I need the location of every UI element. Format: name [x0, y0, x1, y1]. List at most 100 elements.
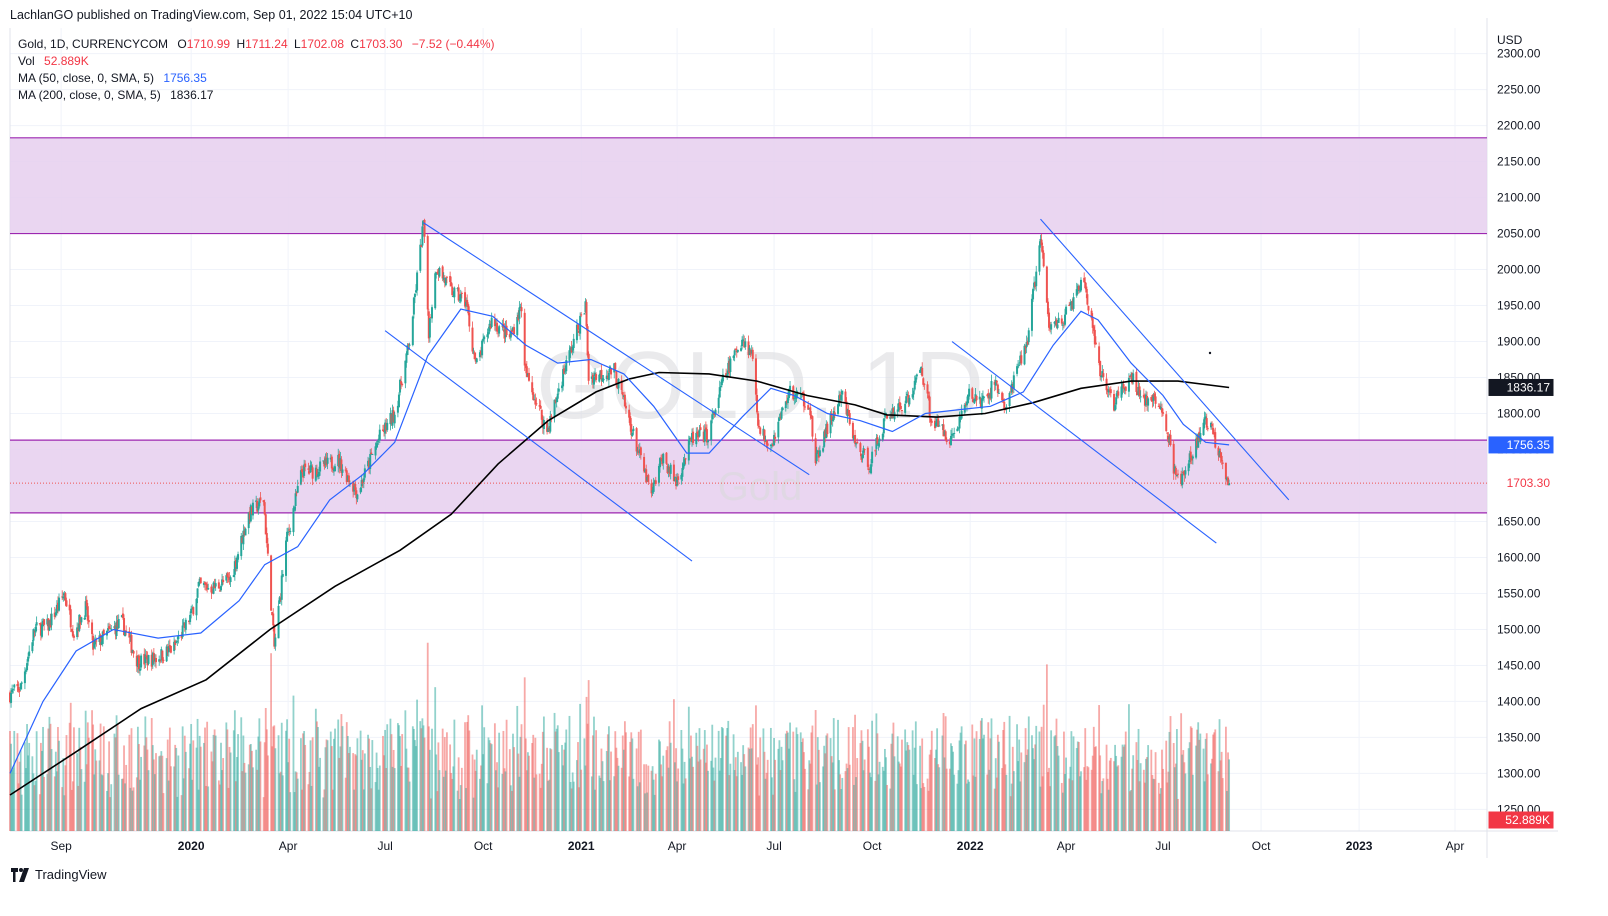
- volume-bar: [554, 731, 557, 831]
- candle-body: [39, 623, 42, 636]
- volume-bar: [921, 738, 924, 831]
- candle-body: [675, 478, 678, 486]
- volume-bar: [1205, 733, 1208, 831]
- candle-body: [748, 347, 751, 355]
- footer-brand[interactable]: TradingView: [10, 867, 107, 882]
- candle-body: [823, 431, 826, 447]
- volume-bar: [534, 737, 537, 831]
- volume-bar: [906, 742, 909, 831]
- candle-body: [1091, 318, 1094, 328]
- ma200-label[interactable]: MA (200, close, 0, SMA, 5): [18, 88, 161, 102]
- volume-bar: [42, 726, 44, 831]
- candle-body: [713, 411, 716, 415]
- volume-bar: [331, 789, 334, 831]
- candle-body: [508, 334, 511, 338]
- volume-bar: [764, 778, 767, 831]
- price-tick-label: 2100.00: [1497, 191, 1541, 205]
- volume-bar: [814, 710, 817, 831]
- volume-bar: [356, 738, 359, 831]
- volume-bar: [11, 769, 14, 831]
- candle-body: [1024, 346, 1027, 349]
- volume-bar: [719, 757, 722, 831]
- price-tag-label: 1756.35: [1507, 438, 1551, 452]
- candle-body: [1172, 443, 1175, 474]
- ma50-label[interactable]: MA (50, close, 0, SMA, 5): [18, 71, 155, 85]
- volume-bar: [968, 781, 970, 831]
- volume-bar: [623, 721, 626, 831]
- candle-body: [1195, 438, 1198, 458]
- volume-bar: [346, 736, 349, 831]
- candle-body: [792, 386, 795, 400]
- volume-bar: [77, 785, 80, 831]
- price-tick-label: 1350.00: [1497, 730, 1541, 744]
- candle-body: [1069, 303, 1072, 305]
- volume-bar: [12, 767, 15, 831]
- candle-body: [154, 657, 157, 663]
- volume-bar: [610, 751, 612, 831]
- candle-body: [938, 425, 941, 427]
- candle-body: [453, 287, 456, 298]
- volume-bar: [606, 734, 609, 831]
- candle-body: [1072, 297, 1075, 309]
- candle-body: [677, 476, 680, 480]
- candle-body: [174, 640, 177, 645]
- candle-body: [1224, 462, 1227, 480]
- candle-body: [240, 535, 243, 557]
- volume-bar: [329, 731, 332, 831]
- volume-bar: [1210, 763, 1212, 831]
- candle-body: [129, 636, 132, 638]
- candle-body: [1114, 405, 1117, 411]
- volume-bar: [744, 766, 747, 831]
- candle-body: [557, 388, 560, 392]
- volume-bar: [345, 722, 348, 831]
- volume-bar: [956, 783, 959, 831]
- candle-body: [808, 408, 811, 410]
- volume-bar: [173, 766, 176, 831]
- volume-bar: [488, 740, 491, 831]
- volume-bar: [1226, 790, 1228, 831]
- candle-body: [930, 420, 933, 423]
- volume-bar: [503, 768, 506, 831]
- volume-bar: [632, 778, 635, 831]
- symbol-label[interactable]: Gold, 1D, CURRENCYCOM: [18, 37, 169, 51]
- volume-bar: [651, 766, 654, 831]
- candle-body: [845, 401, 848, 415]
- trendline: [423, 222, 810, 476]
- price-tag-label: 1703.30: [1507, 476, 1551, 490]
- volume-bar: [242, 735, 245, 831]
- volume-bar: [317, 727, 319, 831]
- zone-fill: [10, 137, 1487, 234]
- volume-bar: [262, 797, 265, 831]
- candle-body: [803, 406, 806, 408]
- volume-bar: [106, 790, 108, 831]
- candle-body: [84, 601, 87, 617]
- volume-bar: [528, 755, 530, 831]
- volume-bar: [720, 727, 723, 831]
- candle-body: [459, 293, 462, 302]
- candle-body: [250, 506, 253, 514]
- volume-bar: [232, 730, 235, 831]
- volume-bar: [1053, 736, 1056, 831]
- candle-body: [943, 431, 946, 435]
- volume-bar: [1196, 729, 1199, 831]
- candle-body: [1168, 436, 1171, 443]
- candle-body: [426, 236, 429, 310]
- volume-bar: [563, 749, 566, 831]
- candle-body: [914, 377, 917, 383]
- volume-bar: [1106, 778, 1109, 831]
- candle-body: [1102, 373, 1105, 377]
- candle-body: [48, 620, 51, 631]
- volume-bar: [1211, 758, 1213, 831]
- candle-body: [188, 620, 191, 622]
- candle-body: [952, 434, 955, 436]
- volume-bar: [110, 784, 113, 831]
- currency-label: USD: [1497, 33, 1523, 47]
- candle-body: [389, 412, 392, 425]
- candle-body: [311, 467, 314, 479]
- volume-bar: [76, 753, 79, 831]
- volume-bar: [609, 780, 611, 831]
- volume-bar: [600, 748, 603, 831]
- candle-body: [554, 400, 557, 403]
- volume-label[interactable]: Vol: [18, 54, 35, 68]
